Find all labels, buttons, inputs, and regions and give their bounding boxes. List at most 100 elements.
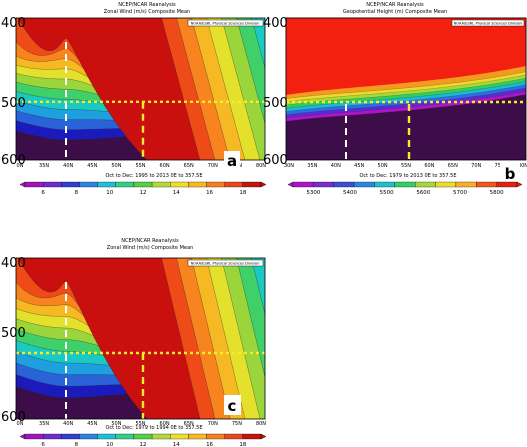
- panel-b-ytick-400: 400: [263, 16, 288, 31]
- panel-c-label: c: [228, 397, 237, 415]
- panel-c-cbar-swatch-11: [206, 433, 225, 440]
- panel-a-plot-frame: [15, 17, 266, 161]
- panel-b-cbar-swatch-11: [496, 181, 518, 188]
- xtick-0N: 0N: [17, 163, 24, 169]
- panel-c-colorbar: 6 8 10 12 14 16 18: [19, 433, 267, 447]
- panel-b-label-box: [500, 163, 520, 183]
- xtick-80N: 80N: [256, 421, 266, 427]
- panel-a-cbar-tick-16: 16: [206, 190, 213, 196]
- xtick-65N: 65N: [184, 163, 194, 169]
- xtick-55N: 55N: [135, 163, 145, 169]
- panel-a-label-box: [224, 151, 240, 170]
- xtick-70N: 70N: [208, 163, 218, 169]
- panel-a-cbar-swatch-12: [224, 181, 243, 188]
- xtick-65N: 65N: [184, 421, 194, 427]
- panel-c-ytick-400: 400: [1, 256, 26, 271]
- panel-c-label-box: [224, 395, 241, 415]
- panel-a-wind-field: [16, 18, 265, 160]
- panel-a-ytick-600: 600: [1, 153, 26, 168]
- panel-a-cbar-tick-8: 8: [75, 190, 79, 196]
- panel-b-cbar-tick-5300: 5300: [306, 190, 320, 196]
- panel-a-ytick-500: 500: [1, 96, 26, 111]
- xtick-60N: 60N: [424, 163, 434, 169]
- panel-a-header-line2: Zonal Wind (m/s) Composite Mean: [104, 9, 190, 15]
- panel-a-cbar-swatch-11: [206, 181, 225, 188]
- panel-a-cbar-swatch-7: [133, 181, 153, 188]
- panel-b-height-field: [285, 17, 527, 160]
- panel-c-ytick-600: 600: [1, 410, 26, 425]
- panel-a-cbar-tick-18: 18: [239, 190, 246, 196]
- panel-b-header-line1: NCEP/NCAR Reanalysis: [366, 2, 424, 8]
- panel-b: NCEP/NCAR Reanalysis Geopotential Height…: [263, 2, 527, 196]
- panel-c-cbar-swatch-2: [43, 433, 62, 440]
- panel-b-x-axis: 30N 35N 40N 45N 50N 55N 60N 65N 70N 75N 80N: [284, 163, 527, 169]
- panel-c-cbar-tick-16: 16: [206, 442, 213, 447]
- panel-c-noaa-label: NOAA/ESRL Physical Sciences Division: [191, 262, 260, 266]
- panel-a-subtitle: Oct to Dec: 1995 to 2013 0E to 357.5E: [105, 173, 202, 179]
- panel-a-cbar-swatch-8: [151, 181, 171, 188]
- panel-b-cbar-tick-5600: 5600: [416, 190, 430, 196]
- panel-c-header-line1: NCEP/NCAR Reanalysis: [121, 238, 179, 244]
- panel-b-cbar-swatch-3: [333, 181, 355, 188]
- panel-b-label: b: [505, 165, 516, 183]
- panel-b-cbar-swatch-1: [292, 181, 314, 188]
- xtick-75N: 75N: [232, 421, 242, 427]
- panel-a-header-line1: NCEP/NCAR Reanalysis: [118, 2, 176, 8]
- panel-a-label: a: [227, 152, 237, 170]
- xtick-35N: 35N: [307, 163, 317, 169]
- panel-a-cbar-tick-10: 10: [106, 190, 113, 196]
- panel-b-cbar-swatch-7: [415, 181, 436, 188]
- panel-b-cbar-swatch-2: [313, 181, 334, 188]
- panel-a-cbar-arrow-right: [260, 181, 267, 188]
- panel-c-contour-band-11: [17, 258, 201, 419]
- panel-b-ytick-500: 500: [263, 96, 288, 111]
- panel-b-cbar-swatch-4: [353, 181, 375, 188]
- xtick-45N: 45N: [87, 163, 97, 169]
- xtick-45N: 45N: [87, 421, 97, 427]
- panel-c-cbar-swatch-12: [224, 433, 243, 440]
- panel-a-colorbar: 6 8 10 12 14 16 18: [19, 181, 267, 196]
- panel-b-ytick-600: 600: [263, 153, 288, 168]
- xtick-80N: 80N: [518, 163, 527, 169]
- panel-b-cbar-arrow-right: [516, 181, 523, 188]
- panel-c-cbar-swatch-8: [151, 433, 171, 440]
- panel-a-noaa-label: NOAA/ESRL Physical Sciences Division: [191, 22, 260, 26]
- xtick-65N: 65N: [448, 163, 458, 169]
- panel-a-cbar-swatch-10: [188, 181, 207, 188]
- xtick-50N: 50N: [378, 163, 388, 169]
- panel-a-plot: [15, 17, 266, 161]
- panel-a-cbar-swatch-5: [97, 181, 116, 188]
- xtick-50N: 50N: [111, 421, 121, 427]
- xtick-30N: 30N: [284, 163, 294, 169]
- panel-b-cbar-tick-5400: 5400: [343, 190, 357, 196]
- panel-c-cbar-swatch-13: [242, 433, 262, 440]
- panel-b-cbar-arrow-left: [287, 181, 294, 188]
- panel-c-cbar-tick-6: 6: [41, 442, 45, 447]
- panel-c: NCEP/NCAR Reanalysis Zonal Wind (m/s) Co…: [1, 238, 267, 447]
- panel-b-cbar-tick-5700: 5700: [453, 190, 467, 196]
- panel-b-colorbar: 5300 5400 5500 5600 5700 5800: [287, 181, 523, 196]
- panel-a-cbar-swatch-6: [115, 181, 135, 188]
- panel-c-cbar-swatch-3: [61, 433, 80, 440]
- panel-a: NCEP/NCAR Reanalysis Zonal Wind (m/s) Co…: [1, 2, 267, 196]
- panel-b-cbar-tick-5500: 5500: [380, 190, 394, 196]
- panel-c-cbar-arrow-right: [260, 433, 267, 440]
- panel-c-plot: [15, 257, 266, 420]
- xtick-40N: 40N: [63, 163, 73, 169]
- xtick-0N: 0N: [17, 421, 24, 427]
- xtick-75N: 75N: [495, 163, 505, 169]
- panel-a-cbar-tick-12: 12: [140, 190, 147, 196]
- panel-b-high-region: [286, 18, 526, 95]
- xtick-60N: 60N: [160, 163, 170, 169]
- panel-c-header-line2: Zonal Wind (m/s) Composite Mean: [107, 245, 193, 251]
- panel-a-contour-band-11: [17, 18, 201, 160]
- panel-a-cbar-swatch-13: [242, 181, 262, 188]
- panel-c-cbar-swatch-1: [24, 433, 44, 440]
- panel-a-cbar-swatch-3: [61, 181, 80, 188]
- panel-b-subtitle: Oct to Dec: 1979 to 2013 0E to 357.5E: [359, 173, 456, 179]
- panel-c-cbar-swatch-10: [188, 433, 207, 440]
- panel-c-subtitle: Oct to Dec: 1979 to 1994 0E to 357.5E: [105, 425, 202, 431]
- panel-c-noaa-box: NOAA/ESRL Physical Sciences Division: [187, 259, 264, 267]
- xtick-80N: 80N: [256, 163, 266, 169]
- panel-a-noaa-box: NOAA/ESRL Physical Sciences Division: [187, 19, 264, 27]
